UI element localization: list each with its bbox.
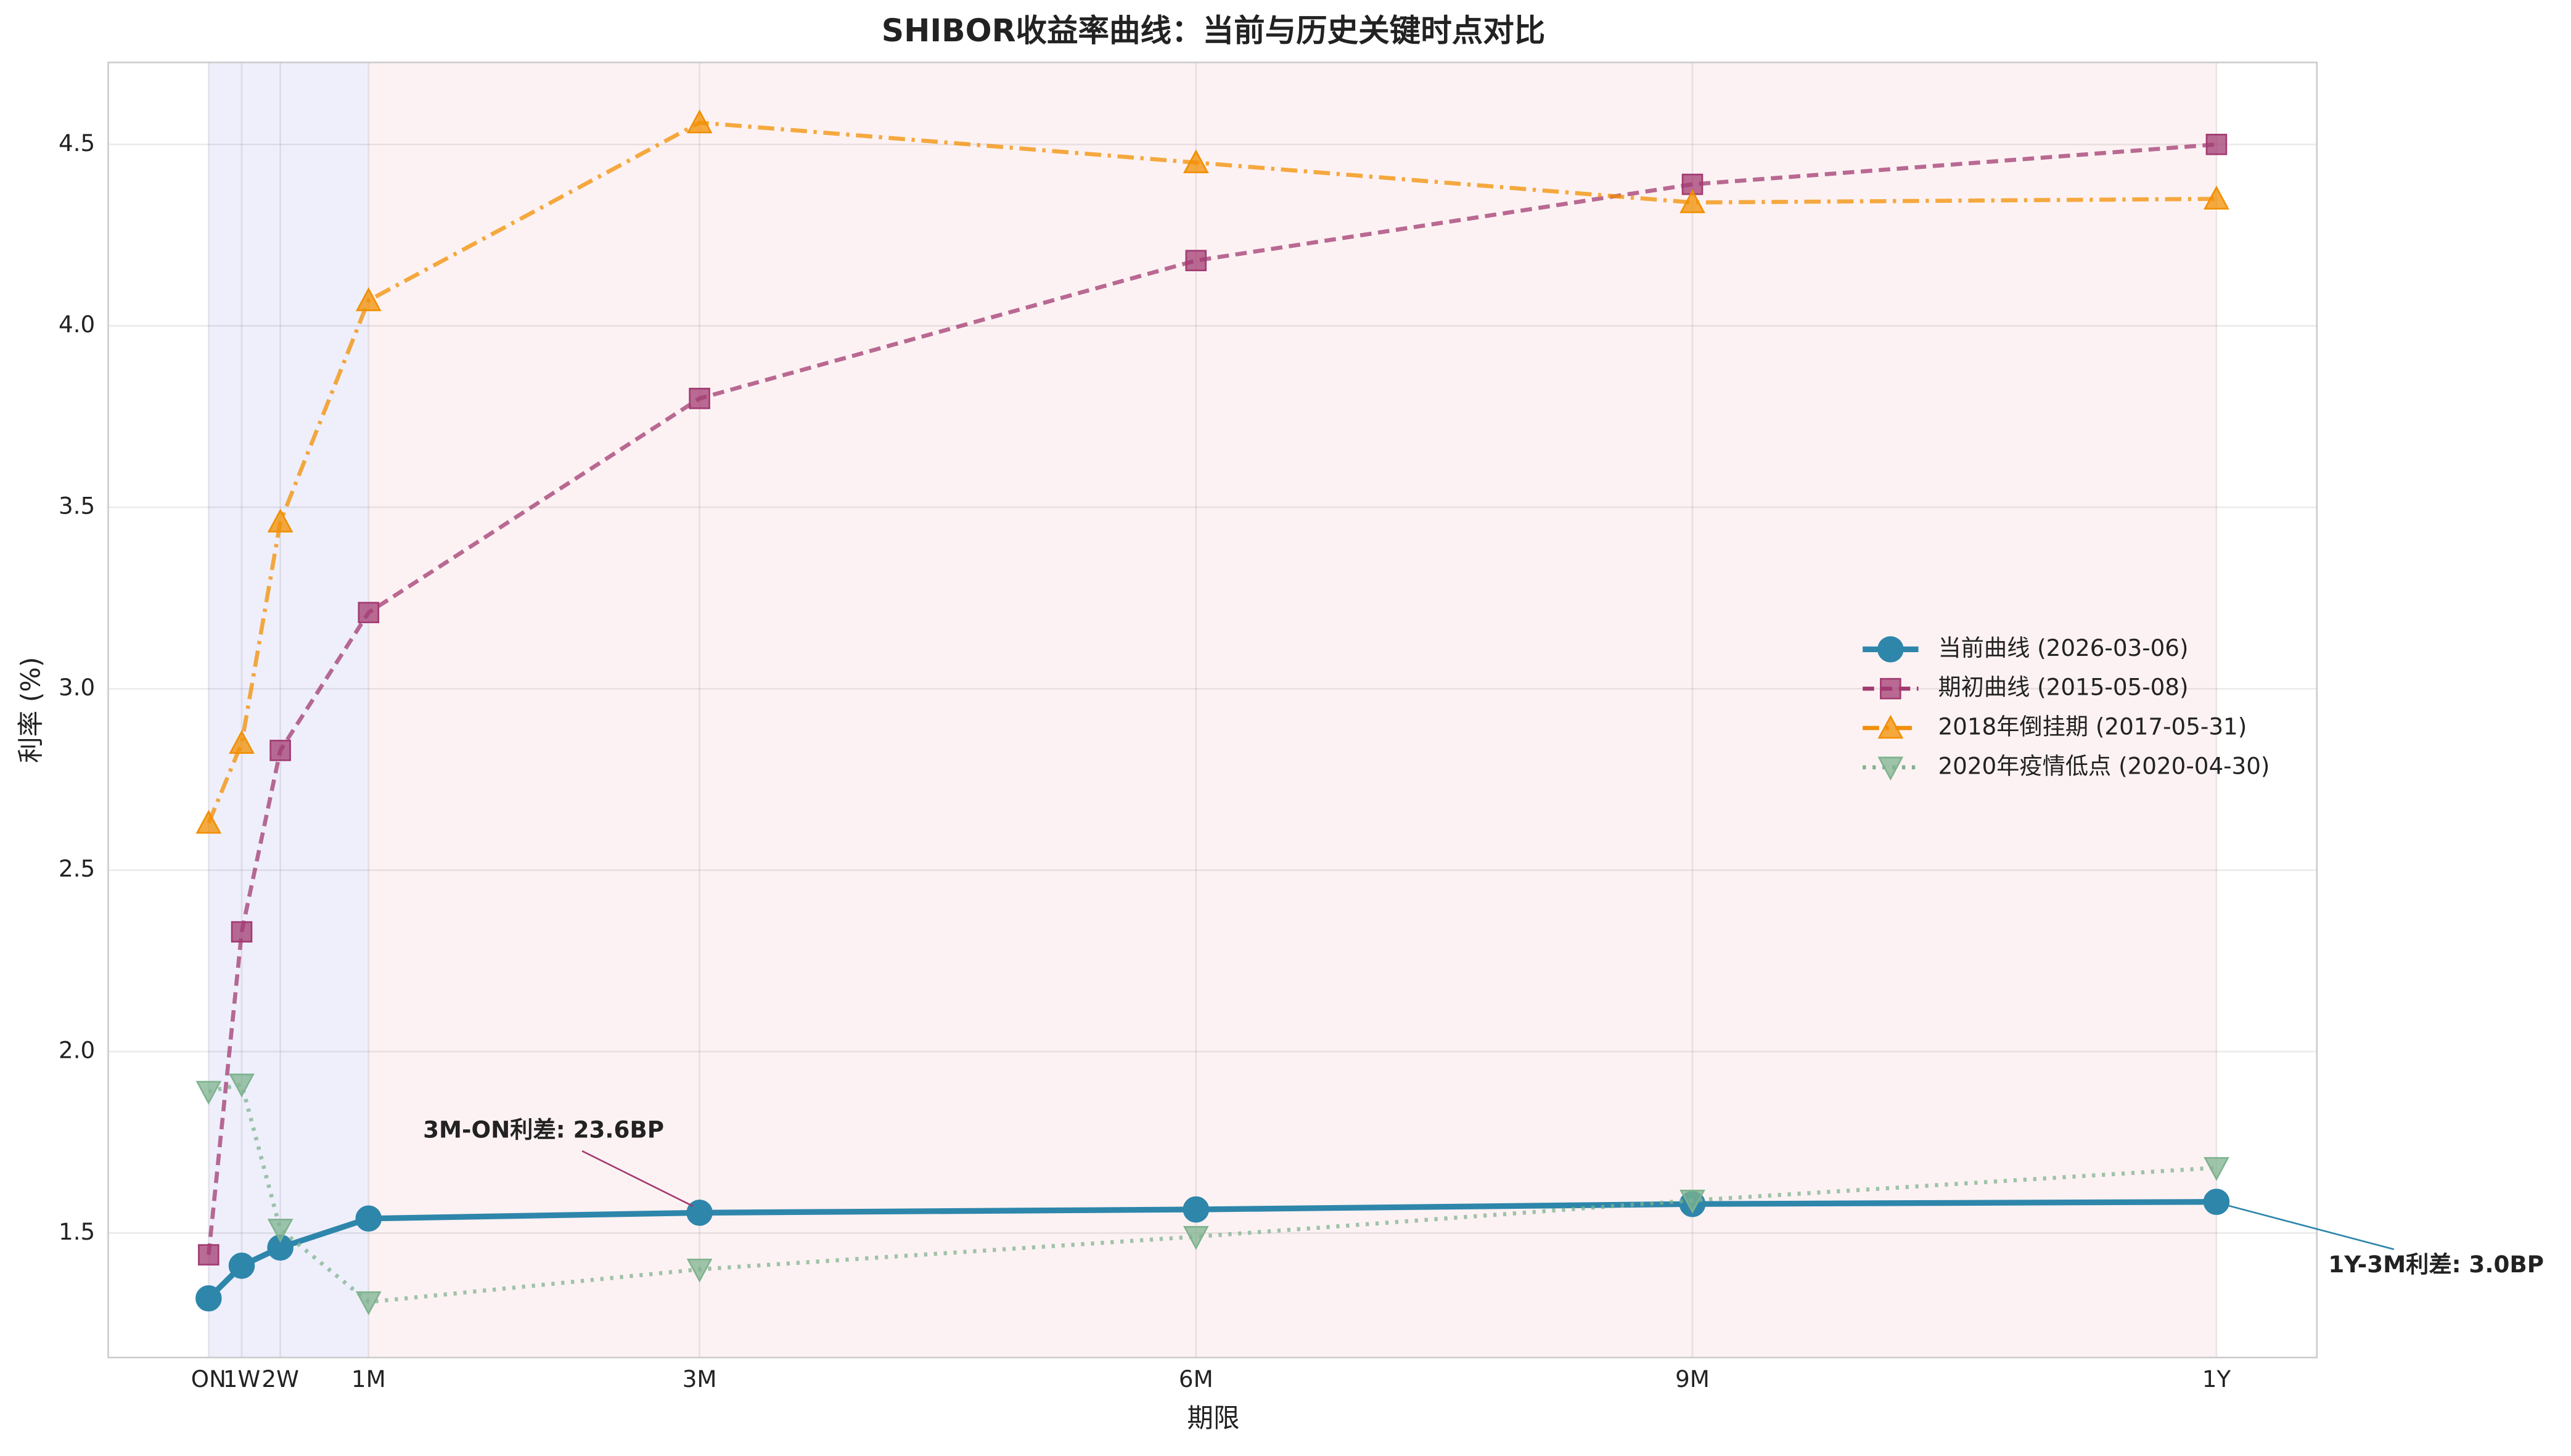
marker bbox=[1679, 1190, 1705, 1214]
shaded-region bbox=[368, 62, 2216, 1358]
marker bbox=[2204, 186, 2229, 210]
x-tick-label: 1Y bbox=[2202, 1365, 2231, 1393]
x-tick-label: 1W bbox=[223, 1365, 260, 1393]
marker bbox=[686, 1200, 713, 1226]
y-tick-label: 4.5 bbox=[59, 129, 95, 157]
x-tick-label: 6M bbox=[1179, 1365, 1213, 1393]
marker bbox=[228, 1253, 255, 1279]
marker bbox=[195, 809, 222, 834]
marker bbox=[269, 740, 291, 761]
legend-label: 2018年倒挂期 (2017-05-31) bbox=[1938, 713, 2247, 740]
annotation: 1Y-3M利差: 3.0BP bbox=[2328, 1251, 2544, 1278]
marker bbox=[1183, 149, 1209, 174]
marker bbox=[1877, 714, 1904, 739]
marker bbox=[358, 602, 380, 623]
marker bbox=[1185, 250, 1207, 271]
y-tick-label: 2.0 bbox=[59, 1036, 95, 1063]
marker bbox=[229, 1073, 255, 1098]
x-axis-title: 期限 bbox=[1187, 1404, 1239, 1434]
annotation-arrow bbox=[581, 1150, 694, 1207]
x-tick-label: 1M bbox=[351, 1365, 386, 1393]
marker bbox=[686, 1258, 713, 1283]
marker bbox=[355, 1205, 382, 1232]
marker bbox=[1183, 1225, 1209, 1250]
y-axis-title: 利率 (%) bbox=[17, 657, 47, 763]
marker bbox=[1877, 756, 1904, 781]
legend: 当前曲线 (2026-03-06) 期初曲线 (2015-05-08) 2018年倒… bbox=[1863, 634, 2270, 781]
series-line bbox=[207, 142, 2217, 1255]
x-tick-label: 3M bbox=[683, 1365, 717, 1393]
marker bbox=[231, 921, 253, 943]
legend-label: 期初曲线 (2015-05-08) bbox=[1938, 674, 2188, 701]
marker bbox=[1679, 189, 1705, 213]
marker bbox=[2203, 1188, 2230, 1215]
marker bbox=[686, 109, 713, 134]
marker bbox=[2205, 134, 2228, 155]
y-tick-label: 3.5 bbox=[59, 492, 95, 519]
marker bbox=[689, 388, 710, 409]
plot-frame bbox=[107, 61, 2318, 1359]
series-line bbox=[208, 1082, 2217, 1304]
x-tick-label: 9M bbox=[1675, 1365, 1710, 1393]
y-tick-label: 3.0 bbox=[59, 674, 95, 701]
legend-label: 当前曲线 (2026-03-06) bbox=[1938, 634, 2188, 661]
marker bbox=[355, 1291, 382, 1315]
marker bbox=[1183, 1196, 1210, 1223]
y-tick-label: 1.5 bbox=[59, 1218, 95, 1245]
shaded-region bbox=[208, 62, 369, 1358]
x-tick-label: ON bbox=[191, 1365, 226, 1393]
annotation-arrow bbox=[2226, 1204, 2395, 1250]
annotation: 3M-ON利差: 23.6BP bbox=[423, 1116, 664, 1143]
marker bbox=[195, 1081, 222, 1105]
marker bbox=[267, 509, 293, 533]
series-line bbox=[207, 120, 2216, 824]
marker bbox=[1877, 636, 1904, 663]
marker bbox=[229, 730, 255, 754]
y-tick-label: 4.0 bbox=[59, 311, 95, 338]
marker bbox=[195, 1285, 222, 1312]
legend-label: 2020年疫情低点 (2020-04-30) bbox=[1938, 752, 2270, 779]
y-tick-label: 2.5 bbox=[59, 855, 95, 882]
chart-title: SHIBOR收益率曲线：当前与历史关键时点对比 bbox=[882, 12, 1546, 49]
marker bbox=[355, 287, 382, 311]
marker bbox=[267, 1219, 293, 1243]
marker bbox=[1880, 677, 1901, 700]
marker bbox=[198, 1244, 219, 1266]
x-tick-label: 2W bbox=[261, 1365, 298, 1393]
marker bbox=[2204, 1157, 2229, 1181]
